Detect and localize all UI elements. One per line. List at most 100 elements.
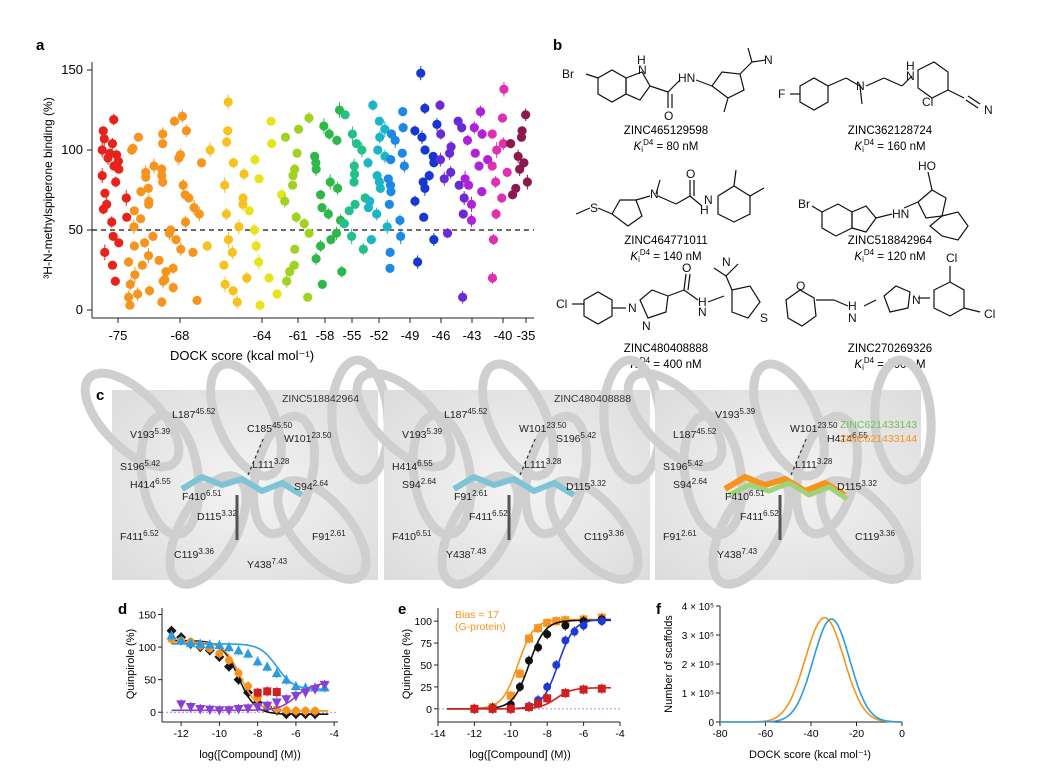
data-point bbox=[301, 706, 310, 715]
structure-name: ZINC465129598 bbox=[624, 125, 708, 137]
atom-label: HN bbox=[892, 207, 909, 221]
structure-ki: KiD4 = 160 nM bbox=[854, 138, 925, 154]
structure-ki: KiD4 = 120 nM bbox=[854, 248, 925, 264]
atom-label: N bbox=[698, 305, 707, 319]
data-point bbox=[223, 642, 234, 652]
data-point bbox=[474, 161, 484, 171]
y-tick-label: 100 bbox=[138, 642, 156, 654]
data-point bbox=[160, 275, 170, 285]
data-point bbox=[214, 640, 225, 650]
data-point bbox=[196, 158, 207, 168]
residue-label: F4106.51 bbox=[392, 529, 432, 543]
data-point bbox=[317, 279, 327, 289]
residue-label: W10123.50 bbox=[284, 431, 332, 445]
data-point bbox=[158, 129, 168, 139]
data-point bbox=[205, 145, 215, 155]
y-tick-label: 100 bbox=[61, 142, 83, 157]
y-tick-label: 25 bbox=[420, 682, 432, 694]
structure-ki: KiD4 = 80 nM bbox=[634, 138, 699, 154]
atom-label: N bbox=[848, 311, 857, 325]
data-point bbox=[420, 145, 430, 155]
data-point bbox=[534, 624, 543, 633]
data-point bbox=[384, 199, 394, 209]
data-point bbox=[326, 235, 336, 245]
data-point bbox=[525, 656, 533, 665]
data-point bbox=[515, 669, 524, 678]
data-point bbox=[185, 703, 196, 713]
data-point bbox=[315, 190, 326, 200]
data-point bbox=[100, 247, 110, 257]
data-point bbox=[161, 267, 171, 277]
atom-label: N bbox=[704, 193, 713, 207]
residue-label: F4116.52 bbox=[740, 509, 779, 523]
residue-label: D1153.32 bbox=[197, 509, 237, 523]
data-point bbox=[124, 292, 134, 302]
data-point bbox=[299, 219, 309, 229]
data-point bbox=[497, 193, 507, 203]
data-point bbox=[287, 180, 298, 190]
data-point bbox=[521, 110, 531, 120]
y-tick-label: 0 bbox=[76, 302, 83, 317]
data-point bbox=[459, 193, 469, 203]
y-tick-label: 75 bbox=[420, 638, 432, 650]
helix-ribbon bbox=[623, 368, 727, 472]
x-tick-label: -35 bbox=[517, 328, 536, 343]
structure-zinc518842964 bbox=[811, 171, 969, 241]
data-point bbox=[420, 103, 430, 113]
residue-label: C1193.36 bbox=[174, 547, 214, 561]
data-point bbox=[552, 617, 561, 626]
data-point bbox=[491, 209, 501, 219]
data-point bbox=[464, 180, 474, 190]
data-point bbox=[380, 124, 390, 134]
hbond bbox=[519, 436, 537, 476]
data-point bbox=[220, 180, 230, 190]
data-point bbox=[254, 257, 264, 267]
data-point bbox=[136, 187, 146, 197]
data-point bbox=[319, 680, 330, 690]
atom-label: Br bbox=[798, 197, 810, 211]
data-point bbox=[385, 180, 396, 190]
atom-label: Cl bbox=[946, 251, 957, 265]
data-point bbox=[435, 155, 446, 165]
data-point bbox=[178, 180, 188, 190]
data-point bbox=[185, 638, 196, 648]
data-point bbox=[436, 129, 446, 139]
data-point bbox=[497, 113, 508, 123]
data-point bbox=[234, 222, 244, 232]
structure-zinc480408888 bbox=[572, 263, 761, 325]
data-point bbox=[429, 235, 439, 245]
data-point bbox=[125, 300, 135, 310]
data-point bbox=[97, 171, 107, 181]
data-point bbox=[304, 228, 314, 238]
data-point bbox=[164, 228, 174, 238]
residue-label: S942.64 bbox=[673, 477, 708, 491]
x-tick-label: -40 bbox=[494, 328, 513, 343]
data-point bbox=[304, 113, 314, 123]
data-point bbox=[317, 203, 327, 213]
data-point bbox=[171, 235, 181, 245]
data-point bbox=[224, 656, 233, 665]
y-tick-label: 100 bbox=[414, 616, 432, 628]
x-tick-label: -80 bbox=[712, 728, 727, 740]
data-point bbox=[289, 260, 299, 270]
data-point bbox=[525, 703, 533, 712]
data-point bbox=[255, 300, 265, 310]
data-point bbox=[324, 129, 334, 139]
data-point bbox=[462, 135, 473, 145]
data-point bbox=[487, 273, 498, 283]
data-point bbox=[272, 688, 281, 697]
residue-label: C1193.36 bbox=[855, 529, 895, 543]
data-point bbox=[358, 244, 368, 254]
data-point bbox=[195, 704, 206, 714]
data-point bbox=[291, 212, 301, 222]
data-point bbox=[398, 107, 408, 117]
data-point bbox=[102, 199, 112, 209]
residue-label: Y4387.43 bbox=[247, 557, 288, 571]
helix-ribbon bbox=[478, 359, 558, 481]
data-point bbox=[351, 139, 362, 149]
data-point bbox=[561, 636, 570, 645]
data-point bbox=[168, 283, 178, 293]
data-point bbox=[519, 158, 529, 168]
atom-label: N bbox=[764, 53, 773, 67]
